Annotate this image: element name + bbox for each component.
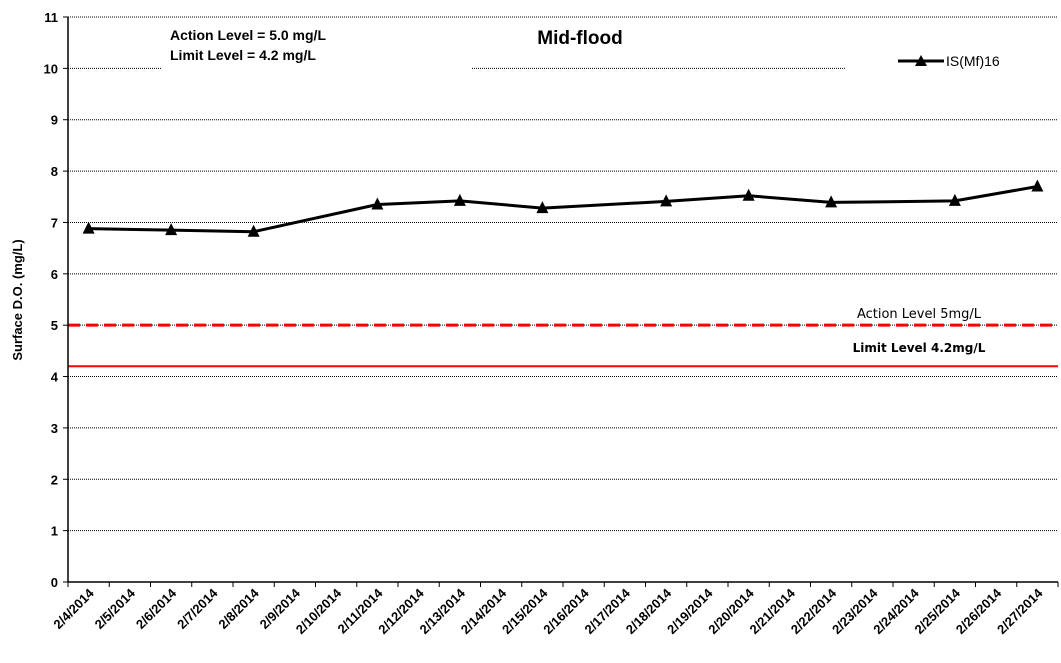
- x-tick-label: 2/5/2014: [92, 585, 139, 632]
- x-tick-label: 2/4/2014: [50, 585, 97, 632]
- x-tick-label: 2/6/2014: [133, 585, 180, 632]
- axes: [63, 16, 1059, 587]
- series-is-mf-16: [82, 179, 1044, 237]
- y-tick-label: 6: [51, 267, 58, 282]
- x-tick-labels: 2/4/20142/5/20142/6/20142/7/20142/8/2014…: [50, 585, 1046, 637]
- data-point: [453, 193, 466, 206]
- x-tick-label: 2/27/2014: [994, 585, 1046, 637]
- data-point: [165, 223, 178, 236]
- note-action-level: Action Level = 5.0 mg/L: [170, 27, 326, 43]
- y-axis-label: Surface D.O. (mg/L): [10, 239, 25, 360]
- note-limit-level: Limit Level = 4.2 mg/L: [170, 47, 316, 63]
- legend: IS(Mf)16: [898, 53, 1000, 69]
- data-point: [660, 194, 673, 207]
- y-tick-label: 1: [51, 524, 58, 539]
- y-tick-label: 7: [51, 215, 58, 230]
- action-level-annotation: Action Level 5mg/L: [857, 307, 982, 322]
- series-line: [88, 185, 1038, 234]
- y-tick-labels: 0 1 2 3 4 5 6 7 8 9 10 11: [44, 10, 59, 590]
- data-point: [82, 221, 95, 234]
- x-tick-label: 2/8/2014: [215, 585, 262, 632]
- data-point: [742, 188, 755, 201]
- data-point: [536, 201, 549, 214]
- y-tick-label: 0: [51, 575, 58, 590]
- y-tick-label: 5: [51, 318, 58, 333]
- y-tick-label: 8: [51, 164, 58, 179]
- data-point: [371, 197, 384, 210]
- y-tick-label: 2: [51, 472, 58, 487]
- x-tick-label: 2/7/2014: [174, 585, 221, 632]
- y-tick-label: 10: [44, 61, 58, 76]
- legend-marker-icon: [915, 55, 927, 66]
- data-point: [825, 195, 838, 208]
- limit-level-annotation: Limit Level 4.2mg/L: [853, 341, 986, 355]
- legend-label: IS(Mf)16: [946, 53, 1000, 69]
- data-point: [247, 224, 260, 237]
- data-point: [948, 193, 961, 206]
- y-tick-label: 9: [51, 113, 58, 128]
- y-tick-label: 4: [51, 370, 59, 385]
- data-point: [1031, 179, 1044, 192]
- chart-title: Mid-flood: [537, 28, 622, 49]
- note-background: [162, 55, 472, 75]
- gridlines: [68, 16, 1058, 532]
- y-tick-label: 11: [44, 10, 58, 25]
- y-tick-label: 3: [51, 421, 58, 436]
- reference-lines: [68, 323, 1058, 368]
